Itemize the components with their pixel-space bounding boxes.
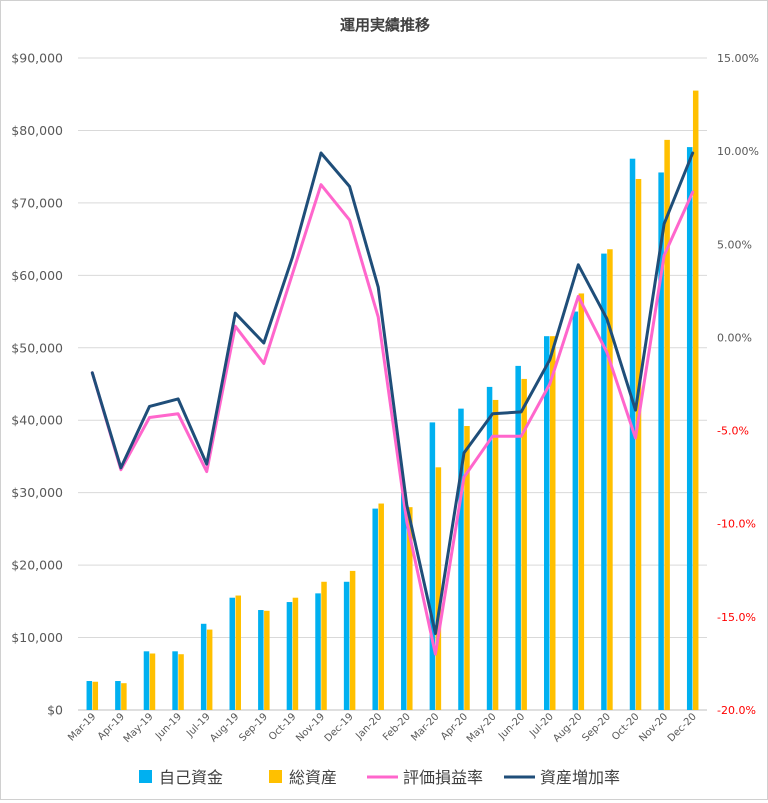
bar-total-assets [292,597,299,710]
x-tick-label: Jun-19 [153,711,184,742]
bar-total-assets [149,653,156,710]
bar-own-funds [658,172,664,710]
left-tick-label: $80,000 [11,123,63,138]
bar-total-assets [349,570,356,710]
bar-total-assets [550,336,556,710]
bar-own-funds [172,651,178,710]
x-tick-label: Nov-20 [637,711,670,744]
bar-own-funds [515,365,521,710]
bar-own-funds [229,597,235,710]
right-tick-label: 5.00% [717,238,752,251]
x-tick-label: Oct-19 [267,711,299,743]
lines [90,151,695,656]
bar-own-funds [372,508,378,710]
x-tick-label: Feb-20 [381,711,413,743]
legend-swatch [139,770,152,783]
bar-total-assets [235,595,241,710]
left-tick-label: $40,000 [11,413,63,428]
legend-label: 資産増加率 [540,768,620,787]
bar-own-funds [200,623,207,710]
bar-own-funds [401,492,407,710]
bar-own-funds [544,336,550,710]
right-tick-label: -10.0% [717,518,756,531]
line-asset-growth [90,151,695,636]
bar-own-funds [143,651,150,710]
bar-total-assets [635,178,642,710]
bar-own-funds [629,158,636,711]
bar-own-funds [601,253,607,710]
left-tick-label: $50,000 [11,340,63,355]
left-tick-label: $30,000 [11,485,63,500]
right-y-axis: -20.0% -15.0% -10.0% -5.0% 0.00% 5.00% 10.00% 1… [717,52,759,717]
left-tick-label: $60,000 [11,268,63,283]
bar-own-funds [686,147,693,710]
bars [86,90,699,711]
bar-total-assets [607,249,613,710]
x-tick-label: Aug-20 [551,711,584,744]
right-tick-label: -20.0% [717,704,756,717]
bar-total-assets [692,90,699,711]
x-tick-label: Oct-20 [610,711,642,743]
chart-title: 運用実績推移 [340,16,430,34]
bar-own-funds [315,593,321,710]
legend-label: 自己資金 [159,768,223,787]
legend-label: 総資産 [289,768,337,787]
bar-own-funds [258,610,264,710]
left-tick-label: $90,000 [11,51,63,66]
x-tick-label: Jan-20 [353,711,384,742]
x-tick-label: Jun-20 [496,711,527,742]
bar-own-funds [286,602,293,710]
legend: 自己資金 総資産 評価損益率 資産増加率 [139,768,620,787]
legend-label: 評価損益率 [403,768,483,787]
right-tick-label: 10.00% [717,145,759,158]
left-y-axis: $0 $10,000 $20,000 $30,000 $40,000 $50,000 $60… [11,51,63,718]
left-tick-label: $0 [47,703,63,718]
bar-own-funds [572,311,579,710]
left-tick-label: $70,000 [11,195,63,210]
bar-total-assets [264,610,270,710]
x-tick-label: Aug-19 [208,711,241,744]
right-tick-label: 0.00% [717,331,752,344]
bar-own-funds [115,681,121,710]
x-tick-label: May-20 [465,711,499,745]
bar-total-assets [578,293,585,710]
x-tick-label: Sep-19 [237,711,270,744]
bar-own-funds [343,581,350,710]
bar-total-assets [492,399,499,710]
x-tick-label: May-19 [122,711,156,745]
bar-own-funds [86,681,93,710]
bar-own-funds [458,408,464,710]
bar-total-assets [206,629,213,710]
left-tick-label: $20,000 [11,558,63,573]
right-tick-label: -15.0% [717,611,756,624]
bar-total-assets [178,654,184,710]
bar-total-assets [407,507,413,710]
x-tick-label: Dec-19 [323,711,356,744]
bar-total-assets [664,139,670,710]
right-tick-label: 15.00% [717,52,759,65]
bar-total-assets [92,681,99,710]
x-tick-label: Mar-19 [66,711,98,743]
x-tick-label: Sep-20 [580,711,613,744]
bar-total-assets [464,426,470,710]
bar-total-assets [521,378,527,710]
x-tick-label: Dec-20 [666,711,699,744]
line-unrealized-return [90,183,695,656]
legend-swatch [269,770,282,783]
x-tick-label: Nov-19 [294,711,327,744]
x-tick-label: Mar-20 [409,711,441,743]
bar-own-funds [429,422,436,710]
bar-own-funds [486,386,493,710]
bar-total-assets [435,467,442,710]
bar-total-assets [378,503,384,710]
bar-total-assets [321,581,327,710]
left-tick-label: $10,000 [11,630,63,645]
bar-total-assets [121,683,127,710]
right-tick-label: -5.0% [717,425,749,438]
